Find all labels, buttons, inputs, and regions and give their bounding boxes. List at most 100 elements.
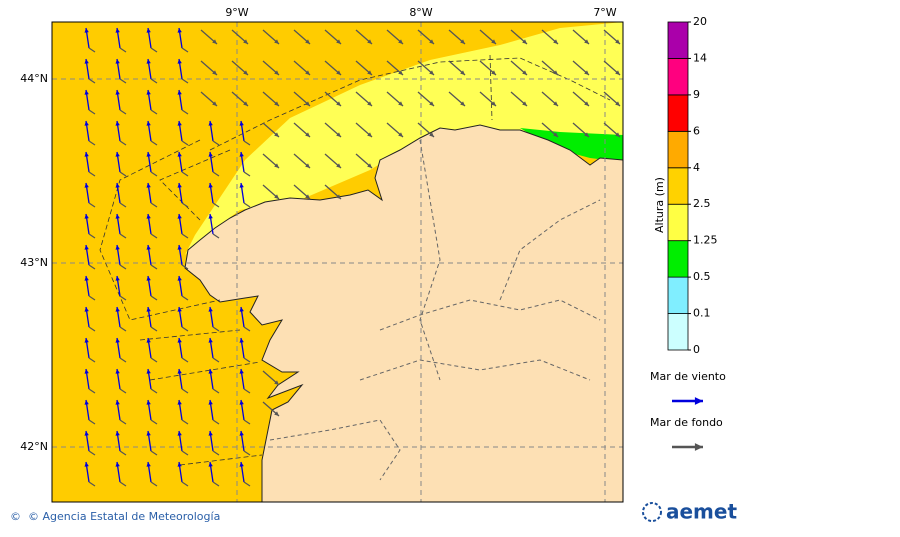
arrow-head <box>243 70 248 75</box>
arrow-head <box>115 59 120 64</box>
arrow-head <box>305 163 310 168</box>
swell-tick <box>181 295 189 301</box>
legend-label: Mar de fondo <box>650 416 723 429</box>
map <box>52 22 623 502</box>
arrow-head <box>274 70 279 75</box>
arrow-head <box>239 183 244 188</box>
arrow-head <box>177 276 182 281</box>
arrow-head <box>491 70 496 75</box>
arrow-head <box>553 132 558 137</box>
arrow-head <box>336 70 341 75</box>
arrow-head <box>274 39 279 44</box>
colorbar-title: Altura (m) <box>653 177 666 233</box>
logo: aemet <box>642 500 737 524</box>
swell-tick <box>243 450 251 456</box>
arrow-head <box>694 397 703 405</box>
swell-tick <box>150 78 158 84</box>
swell-tick <box>119 78 127 84</box>
arrow-head <box>84 152 89 157</box>
swell-tick <box>119 450 127 456</box>
lat-label: 44°N <box>20 72 48 85</box>
arrow-head <box>398 39 403 44</box>
colorbar: 0 0.1 0.5 1.25 2.5 4 6 9 14 20 <box>667 15 718 356</box>
swell-tick <box>243 140 251 146</box>
arrow-head <box>553 101 558 106</box>
swell-tick <box>243 202 251 208</box>
arrow-head <box>84 59 89 64</box>
arrow-head <box>146 369 151 374</box>
swell-tick <box>88 357 96 363</box>
swell-tick <box>88 419 96 425</box>
legend: Mar de viento Mar de fondo <box>650 370 726 451</box>
arrow-head <box>522 70 527 75</box>
swell-tick <box>150 140 158 146</box>
arrow-head <box>208 400 213 405</box>
arrow-head <box>177 338 182 343</box>
colorbar-tick-label: 6 <box>693 124 700 137</box>
swell-tick <box>212 419 220 425</box>
arrow-head <box>84 338 89 343</box>
arrow-head <box>208 369 213 374</box>
swell-tick <box>119 357 127 363</box>
arrow-head <box>115 462 120 467</box>
lat-label: 42°N <box>20 440 48 453</box>
arrow-head <box>208 462 213 467</box>
arrow-head <box>553 39 558 44</box>
colorbar-tick-label: 4 <box>693 161 700 174</box>
arrow-head <box>115 90 120 95</box>
arrow-head <box>336 101 341 106</box>
arrow-head <box>274 411 279 416</box>
swell-tick <box>119 171 127 177</box>
swell-tick <box>150 109 158 115</box>
arrow-head <box>584 101 589 106</box>
arrow-head <box>367 132 372 137</box>
arrow-head <box>460 39 465 44</box>
swell-tick <box>181 47 189 53</box>
arrow-head <box>177 183 182 188</box>
swell-tick <box>212 481 220 487</box>
swell-tick <box>212 202 220 208</box>
swell-tick <box>88 481 96 487</box>
arrow-head <box>615 70 620 75</box>
arrow-head <box>615 101 620 106</box>
swell-tick <box>212 140 220 146</box>
arrow-head <box>367 163 372 168</box>
arrow-head <box>177 214 182 219</box>
arrow-head <box>239 152 244 157</box>
swell-tick <box>243 419 251 425</box>
arrow-head <box>274 132 279 137</box>
swell-tick <box>150 295 158 301</box>
zone-lines <box>99 54 493 466</box>
borders <box>269 139 601 481</box>
arrow-head <box>84 214 89 219</box>
arrow-head <box>239 307 244 312</box>
arrow-head <box>367 101 372 106</box>
arrow-head <box>367 70 372 75</box>
arrow-head <box>115 431 120 436</box>
swell-tick <box>119 202 127 208</box>
arrow-head <box>177 462 182 467</box>
arrow-head <box>146 431 151 436</box>
swell-tick <box>88 295 96 301</box>
swell-tick <box>150 171 158 177</box>
arrow-head <box>239 431 244 436</box>
colorbar-box <box>667 203 689 242</box>
arrow-head <box>115 214 120 219</box>
swell-tick <box>212 450 220 456</box>
swell-tick <box>181 388 189 394</box>
arrow-head <box>146 307 151 312</box>
swell-tick <box>88 109 96 115</box>
arrow-head <box>274 163 279 168</box>
swell-tick <box>119 419 127 425</box>
swell-tick <box>88 140 96 146</box>
arrow-head <box>336 194 341 199</box>
swell-tick <box>119 326 127 332</box>
arrow-head <box>146 400 151 405</box>
colorbar-box <box>667 58 689 96</box>
colorbar-box <box>667 21 689 59</box>
arrow-head <box>243 101 248 106</box>
arrow-head <box>146 183 151 188</box>
arrow-head <box>584 39 589 44</box>
swell-tick <box>181 202 189 208</box>
arrow-head <box>146 245 151 250</box>
